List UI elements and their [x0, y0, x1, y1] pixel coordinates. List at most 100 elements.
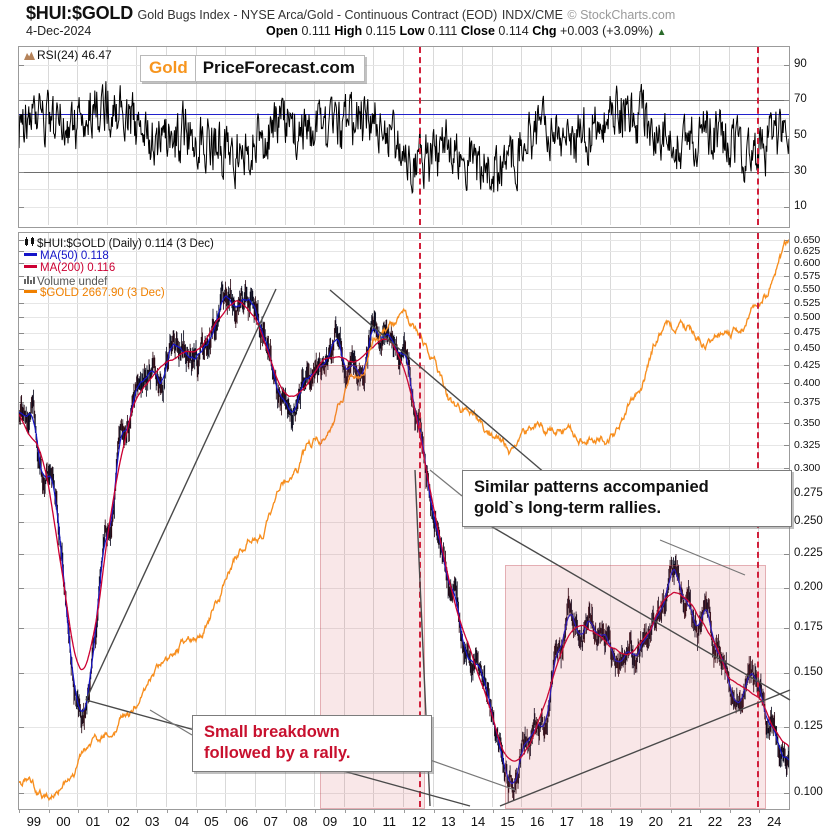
gridline-vertical	[314, 233, 316, 807]
price-gridline	[19, 251, 789, 252]
price-axis-tick	[19, 276, 24, 277]
x-axis-label: 16	[530, 814, 545, 829]
x-axis-tick	[552, 809, 554, 813]
price-axis-label: 0.625	[794, 245, 821, 258]
legend-ma200-text: MA(200) 0.116	[40, 262, 116, 275]
price-axis-label: 0.200	[794, 581, 823, 594]
price-axis-label: 0.450	[794, 342, 821, 355]
price-axis-tick	[784, 263, 789, 264]
x-axis-label: 19	[618, 814, 634, 829]
watermark-brand-gold: Gold	[141, 56, 196, 81]
price-axis-tick	[19, 263, 24, 264]
x-axis-label: 11	[382, 814, 396, 829]
price-axis-tick	[19, 494, 24, 495]
price-axis-tick	[19, 793, 24, 794]
x-axis-tick	[48, 809, 50, 813]
open-value: 0.111	[301, 24, 331, 38]
price-axis-tick	[19, 317, 24, 318]
price-axis-tick	[19, 554, 24, 555]
rsi-midline	[19, 136, 789, 137]
x-axis-tick	[640, 809, 642, 813]
price-axis-label: 0.100	[794, 786, 823, 799]
price-axis-label: 0.250	[794, 515, 823, 528]
vertical-marker-line-rsi-1	[419, 47, 421, 225]
annotation-similar-patterns-text: Similar patterns accompanied gold`s long…	[474, 478, 709, 517]
price-axis-tick	[784, 468, 789, 469]
line-swatch-ma200-icon	[24, 265, 37, 269]
price-axis-label: 0.125	[794, 720, 823, 733]
x-axis-tick	[759, 809, 761, 813]
price-gridline	[19, 263, 789, 264]
x-axis-label: 15	[500, 814, 515, 829]
price-axis-tick	[19, 468, 24, 469]
stockcharts-attribution: © StockCharts.com	[567, 8, 676, 22]
x-axis-label: 13	[441, 814, 456, 829]
x-axis-tick	[492, 809, 494, 813]
x-axis-tick	[522, 809, 524, 813]
rsi-gridline	[19, 83, 789, 84]
rsi-plot	[19, 81, 789, 195]
price-axis-tick	[784, 349, 789, 350]
line-swatch-ma50-icon	[24, 252, 37, 256]
close-label: Close	[460, 24, 495, 38]
price-axis-tick	[19, 333, 24, 334]
price-legend: $HUI:$GOLD (Daily) 0.114 (3 Dec) MA(50) …	[24, 237, 214, 300]
rsi-axis-label: 50	[794, 129, 807, 141]
legend-item-gold: $GOLD 2667.90 (3 Dec)	[24, 287, 214, 300]
price-axis-label: 0.325	[794, 438, 821, 451]
price-axis-tick	[19, 522, 24, 523]
price-axis-label: 0.225	[794, 546, 823, 559]
rsi-legend: RSI(24) 46.47	[24, 48, 112, 62]
price-gridline	[19, 554, 789, 555]
x-axis-tick	[255, 809, 257, 813]
annotation-small-breakdown: Small breakdown followed by a rally.	[192, 715, 432, 772]
rsi-current-level-line	[19, 114, 789, 115]
price-axis-tick	[784, 402, 789, 403]
header-title-line: $HUI:$GOLD Gold Bugs Index - NYSE Arca/G…	[26, 3, 675, 24]
price-axis-tick	[19, 628, 24, 629]
price-axis-tick	[19, 349, 24, 350]
price-axis-tick	[784, 317, 789, 318]
price-axis-label: 0.350	[794, 416, 821, 429]
annotation-similar-patterns: Similar patterns accompanied gold`s long…	[462, 470, 792, 527]
legend-main-text: $HUI:$GOLD (Daily) 0.114 (3 Dec)	[37, 238, 214, 250]
quote-date: 4-Dec-2024	[26, 24, 92, 38]
rsi-gridline	[19, 65, 789, 66]
symbol-ticker: $HUI:$GOLD	[26, 3, 134, 23]
price-axis-tick	[19, 383, 24, 384]
price-axis-tick	[19, 365, 24, 366]
x-axis-tick	[315, 809, 317, 813]
price-axis-tick	[19, 303, 24, 304]
x-axis-tick	[433, 809, 435, 813]
x-axis-label: 01	[85, 814, 101, 829]
rsi-gridline	[19, 118, 789, 119]
price-axis-label: 0.550	[794, 282, 821, 295]
x-axis-tick	[611, 809, 613, 813]
x-axis-label: 22	[707, 814, 723, 829]
price-axis-label: 0.500	[794, 311, 821, 324]
price-axis-label: 0.575	[794, 269, 821, 282]
x-axis-tick	[344, 809, 346, 813]
x-axis-label: 10	[352, 814, 367, 829]
price-axis-tick	[19, 289, 24, 290]
x-axis-tick	[107, 809, 109, 813]
x-axis-label: 03	[145, 814, 160, 829]
price-axis-tick	[784, 423, 789, 424]
volume-bars-icon	[24, 275, 37, 284]
rsi-gridline	[19, 207, 789, 208]
price-axis-tick	[784, 276, 789, 277]
price-axis-tick	[784, 445, 789, 446]
x-axis-label: 20	[648, 814, 663, 829]
change-label: Chg	[532, 24, 557, 38]
price-axis-label: 0.275	[794, 487, 823, 500]
rsi-indicator-panel	[18, 46, 790, 228]
price-gridline	[19, 673, 789, 674]
x-axis-label: 17	[559, 814, 575, 829]
rsi-axis-tick	[784, 65, 789, 66]
price-axis-label: 0.400	[794, 377, 821, 390]
open-label: Open	[266, 24, 298, 38]
symbol-description: Gold Bugs Index - NYSE Arca/Gold - Conti…	[137, 8, 498, 22]
x-axis-tick	[404, 809, 405, 813]
price-axis-label: 0.425	[794, 359, 821, 372]
rsi-axis-tick	[19, 65, 24, 66]
